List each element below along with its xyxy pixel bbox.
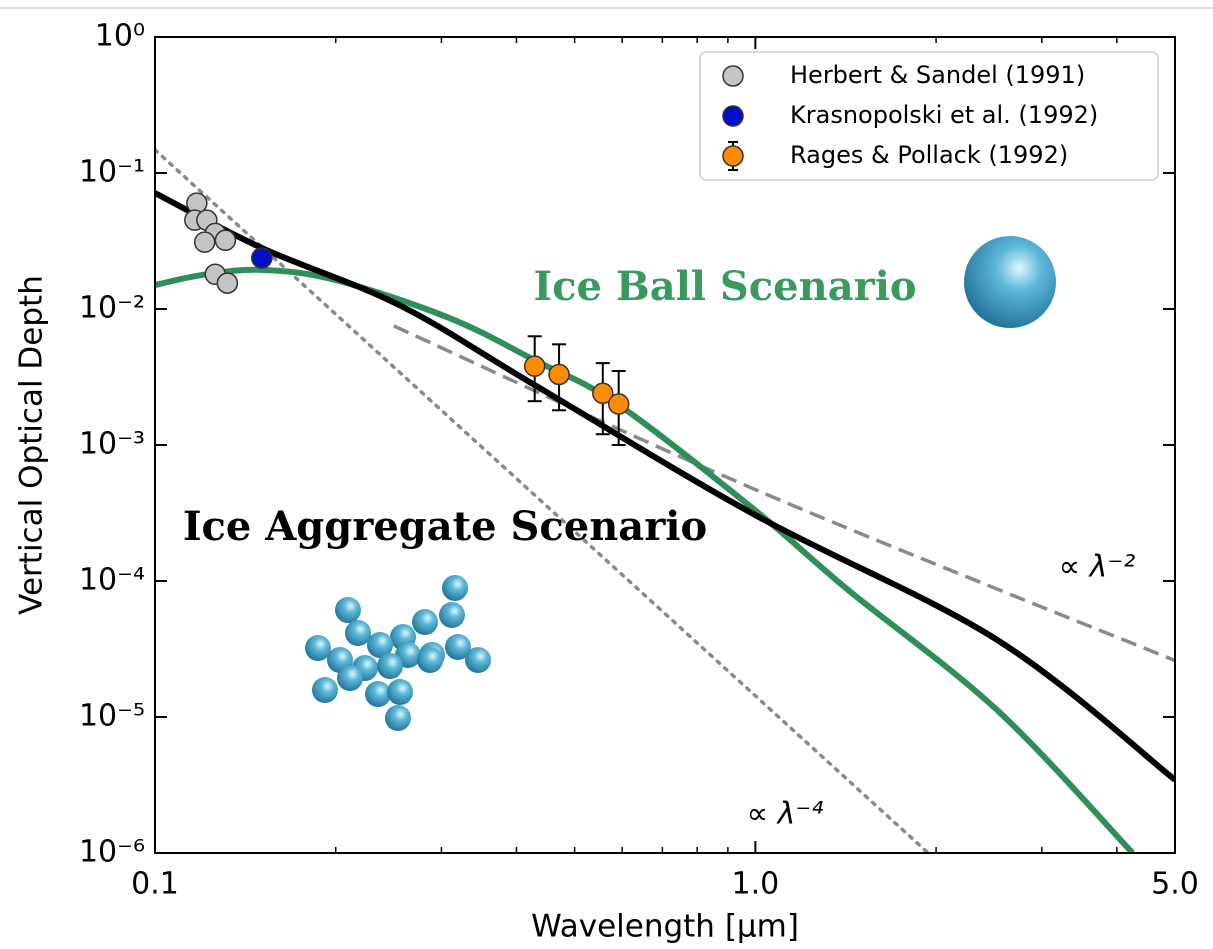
point xyxy=(525,356,545,376)
y-tick-label: 10⁻³ xyxy=(79,427,145,462)
legend-label: Herbert & Sandel (1991) xyxy=(790,61,1085,89)
y-tick-label: 10⁻⁴ xyxy=(79,563,145,598)
power-law-label: ∝ λ⁻² xyxy=(1059,550,1136,585)
point xyxy=(252,248,272,268)
y-tick-label: 10⁻¹ xyxy=(79,155,145,190)
legend-marker xyxy=(723,106,743,126)
ice-aggregate-icon xyxy=(305,575,491,731)
x-tick-label: 0.1 xyxy=(131,867,179,902)
point xyxy=(215,230,235,250)
point xyxy=(217,273,237,293)
y-tick-label: 10⁰ xyxy=(95,19,145,54)
ice-ball-label: Ice Ball Scenario xyxy=(533,263,916,310)
chart: Ice Ball Scenario Ice Aggregate Scenario… xyxy=(0,0,1213,949)
point xyxy=(609,394,629,414)
legend-label: Rages & Pollack (1992) xyxy=(790,141,1068,169)
line xyxy=(394,326,1175,661)
line xyxy=(155,270,1133,853)
point xyxy=(549,364,569,384)
y-tick-label: 10⁻² xyxy=(79,291,145,326)
legend-label: Krasnopolski et al. (1992) xyxy=(790,101,1098,129)
point xyxy=(195,232,215,252)
legend-marker xyxy=(723,146,743,166)
legend-marker xyxy=(723,66,743,86)
power-law-label: ∝ λ⁻⁴ xyxy=(747,797,824,832)
x-axis-label: Wavelength [μm] xyxy=(531,909,799,945)
y-axis-label: Vertical Optical Depth xyxy=(14,275,50,615)
x-tick-label: 1.0 xyxy=(732,867,780,902)
x-tick-label: 5.0 xyxy=(1151,867,1199,902)
ice-ball-icon xyxy=(964,236,1056,328)
ice-aggregate-label: Ice Aggregate Scenario xyxy=(183,503,707,550)
y-tick-label: 10⁻⁶ xyxy=(79,835,145,870)
y-tick-label: 10⁻⁵ xyxy=(79,699,145,734)
